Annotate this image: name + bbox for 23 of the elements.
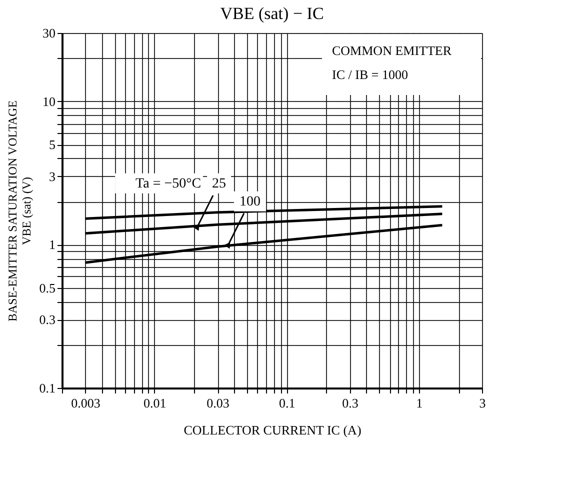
- x-tick-label: 0.01: [144, 396, 166, 410]
- x-tick-label: 3: [479, 396, 486, 410]
- y-tick-label: 1: [49, 237, 56, 252]
- annotation: Ta = −50°C: [136, 176, 202, 192]
- annotation: IC / IB = 1000: [332, 67, 408, 82]
- annotation: 25: [212, 176, 226, 192]
- x-tick-label: 0.1: [279, 396, 296, 410]
- y-tick-label: 5: [49, 137, 56, 152]
- y-tick-label: 10: [42, 94, 56, 109]
- x-tick-label: 0.03: [206, 396, 230, 410]
- y-tick-label: 0.5: [39, 280, 56, 296]
- y-tick-label: 30: [42, 26, 56, 40]
- y-axis-title: BASE-EMITTER SATURATION VOLTAGE VBE (sat) (V): [5, 100, 34, 322]
- annotation: 100: [239, 194, 260, 210]
- x-tick-label: 1: [416, 396, 423, 410]
- chart-title: VBE (sat) − IC: [220, 4, 324, 23]
- y-tick-label: 3: [49, 168, 56, 184]
- y-tick-label: 0.1: [39, 380, 56, 396]
- x-axis-title: COLLECTOR CURRENT IC (A): [184, 422, 362, 438]
- x-tick-label: 0.003: [71, 396, 100, 410]
- annotation: COMMON EMITTER: [332, 43, 452, 58]
- y-tick-label: 0.3: [39, 312, 56, 328]
- x-tick-label: 0.3: [342, 396, 358, 410]
